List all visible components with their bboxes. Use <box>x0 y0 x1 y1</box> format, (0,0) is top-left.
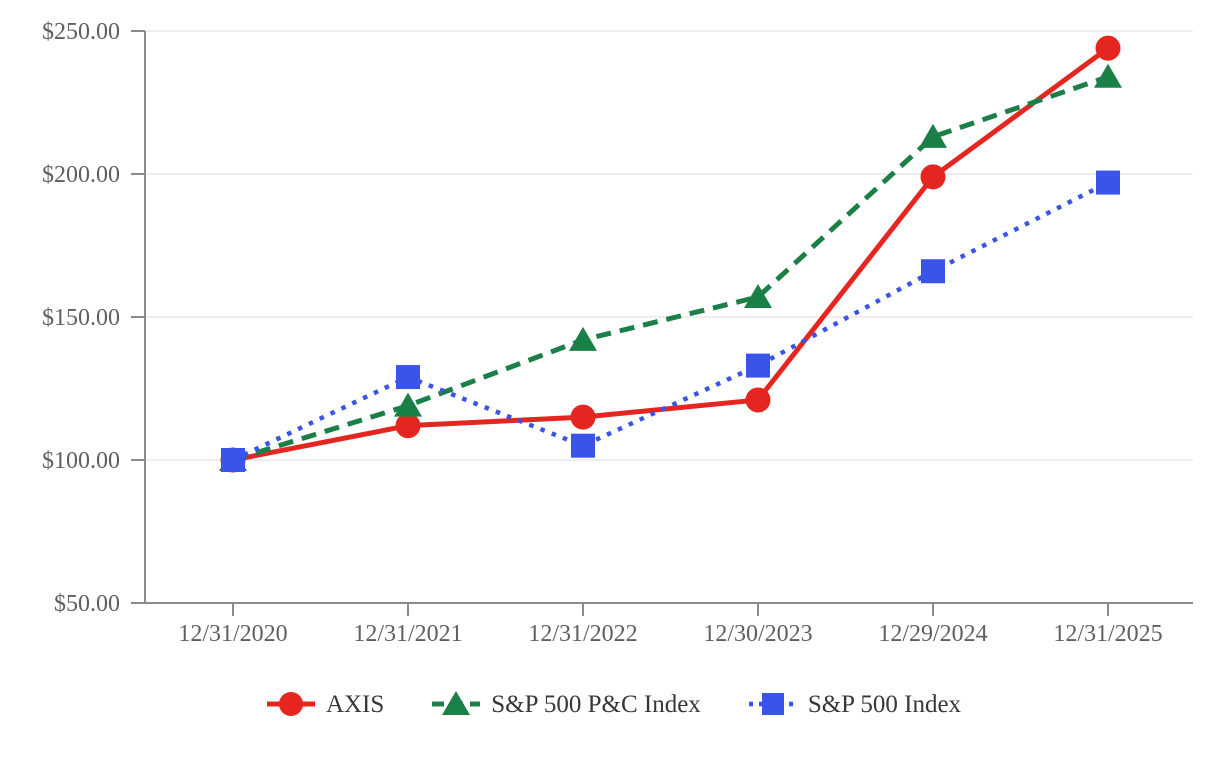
y-axis-tick-label: $250.00 <box>42 19 120 45</box>
triangle-marker <box>1094 63 1122 88</box>
chart-legend: AXIS S&P 500 P&C Index S&P 500 Index <box>0 684 1226 724</box>
legend-label: S&P 500 Index <box>807 690 962 718</box>
legend-item-square: S&P 500 Index <box>747 689 961 719</box>
x-axis-tick-label: 12/31/2020 <box>178 621 287 647</box>
circle-marker <box>570 404 596 430</box>
performance-chart-canvas: $50.00 $100.00 $150.00 $200.00 $250.00 12/31/… <box>42 19 1193 647</box>
y-axis-tick-label: $100.00 <box>42 448 120 474</box>
legend-item-triangle: S&P 500 P&C Index <box>430 689 701 719</box>
x-axis-tick-label: 12/31/2025 <box>1053 621 1162 647</box>
triangle-marker <box>394 392 422 417</box>
legend-item-circle: AXIS <box>265 689 384 719</box>
triangle-marker <box>569 326 597 351</box>
legend-label: S&P 500 P&C Index <box>491 690 701 718</box>
square-marker <box>221 448 245 472</box>
circle-marker <box>745 387 771 413</box>
series-line-dotted <box>232 180 1110 463</box>
circle-legend-icon <box>266 692 315 716</box>
square-marker <box>1096 170 1120 195</box>
series-line-solid <box>232 46 1110 463</box>
x-axis-tick-label: 12/31/2021 <box>353 621 462 647</box>
circle-marker <box>278 692 303 716</box>
triangle-marker <box>744 283 772 308</box>
circle-marker <box>395 413 421 439</box>
x-axis-tick-label: 12/31/2022 <box>528 621 637 647</box>
square-marker <box>746 353 770 378</box>
series-line-dashed <box>232 74 1109 463</box>
square-marker <box>921 259 945 284</box>
square-marker <box>396 365 420 390</box>
square-marker <box>761 693 784 715</box>
square-marker <box>571 433 595 458</box>
circle-marker <box>920 164 946 190</box>
triangle-marker <box>919 123 947 148</box>
triangle-marker <box>442 691 471 715</box>
circle-marker <box>1095 35 1121 61</box>
square-legend-icon <box>748 693 797 715</box>
x-axis-tick-label: 12/30/2023 <box>703 621 812 647</box>
y-axis-tick-label: $50.00 <box>54 591 120 617</box>
x-axis-tick-label: 12/29/2024 <box>878 621 987 647</box>
triangle-legend-icon <box>432 691 481 715</box>
y-axis-tick-label: $200.00 <box>42 162 120 188</box>
y-axis-tick-label: $150.00 <box>42 305 120 331</box>
legend-label: AXIS <box>325 690 385 718</box>
